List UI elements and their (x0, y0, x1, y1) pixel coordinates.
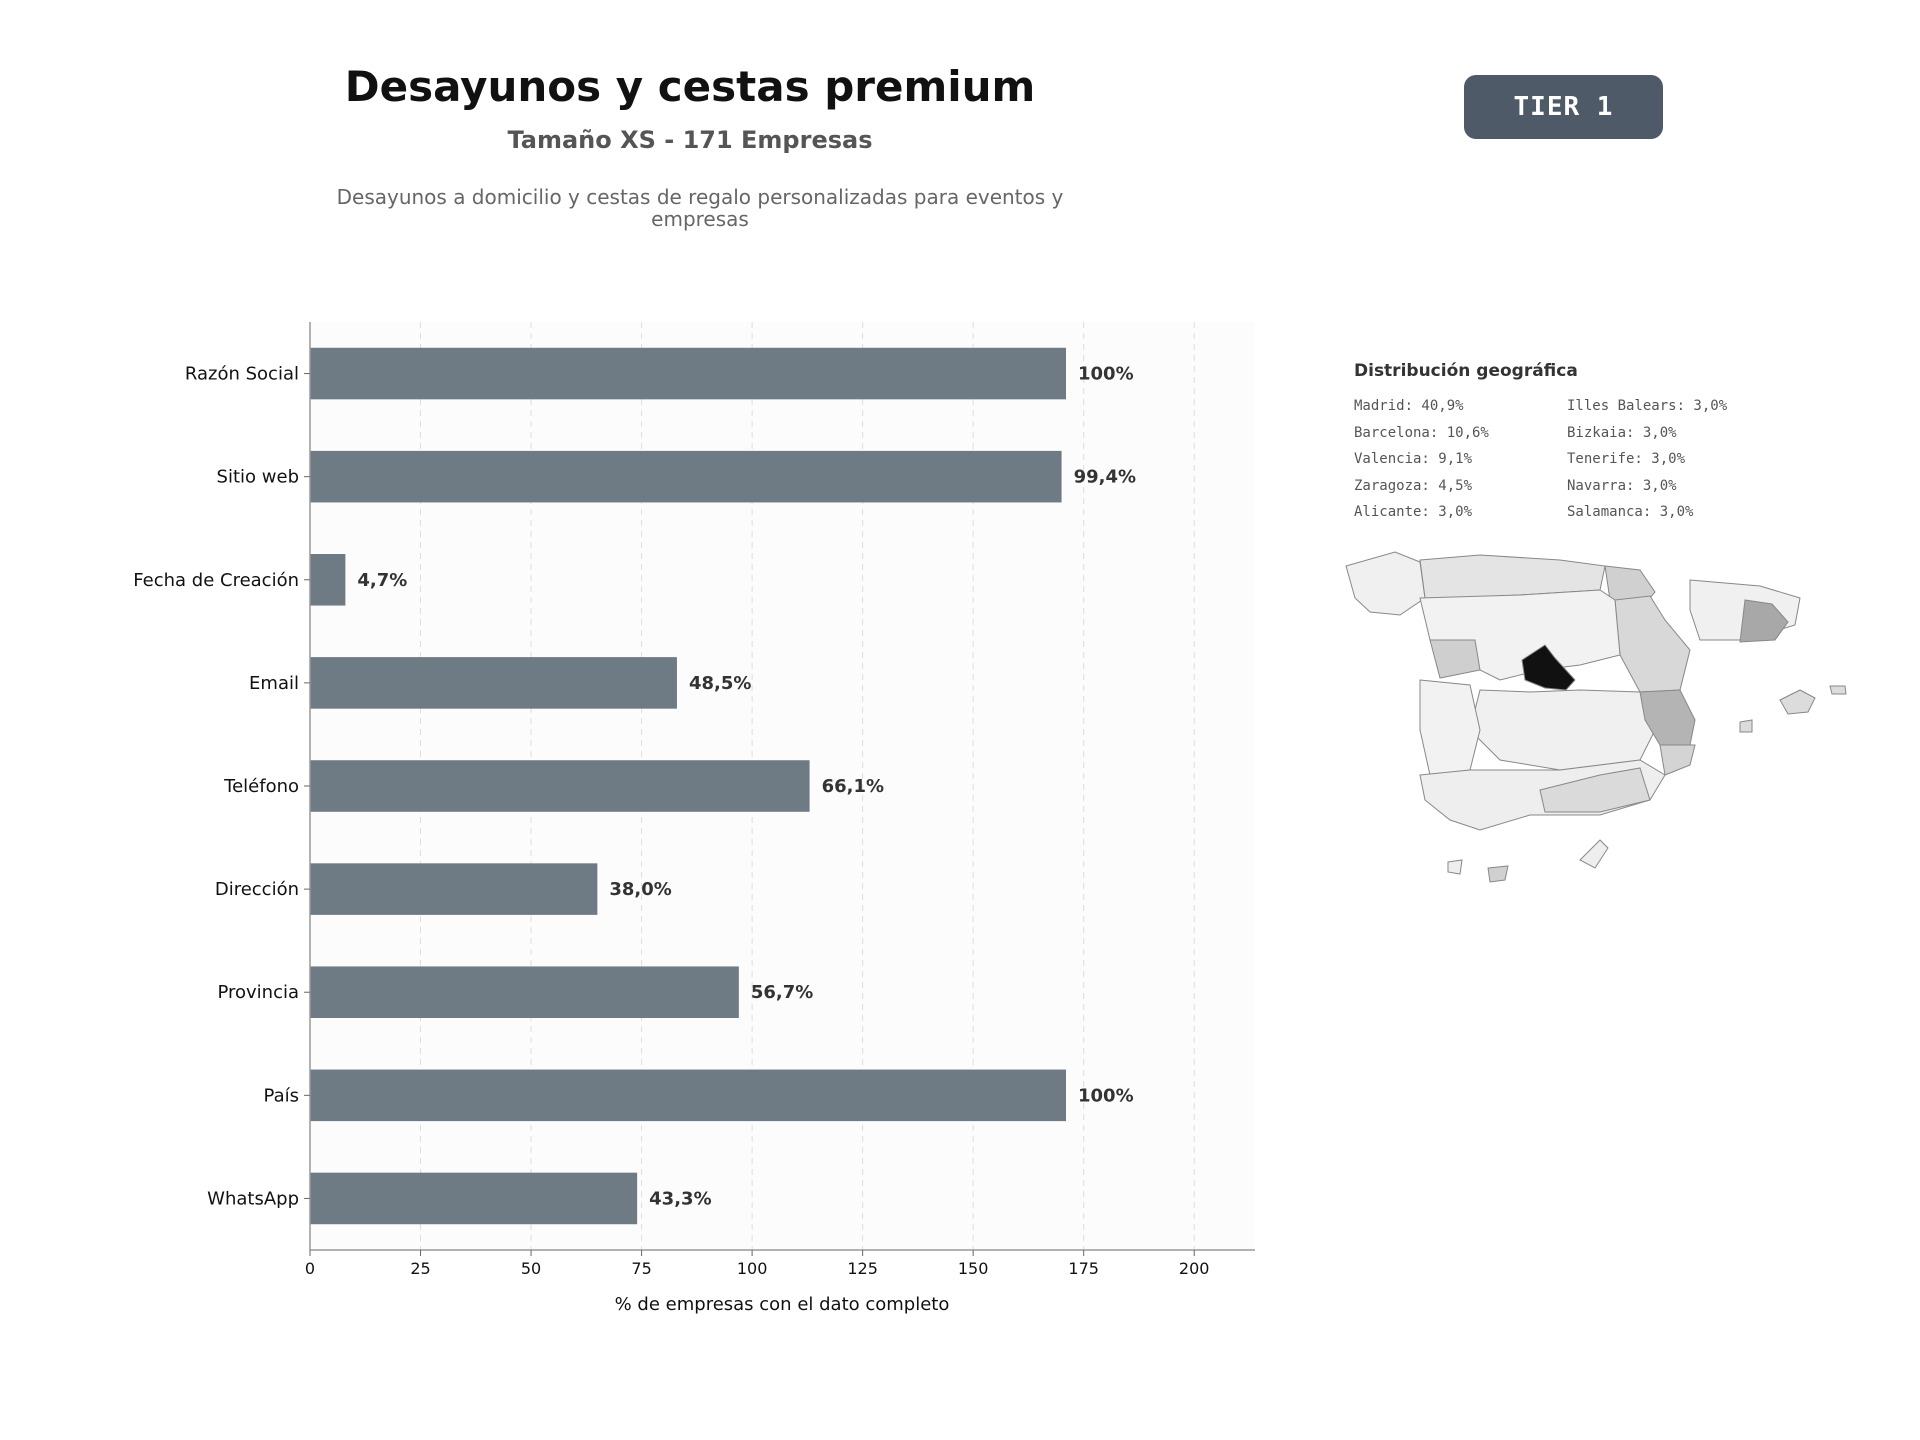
bar (310, 966, 739, 1018)
map-region-extremadura (1419, 679, 1481, 776)
bar (310, 554, 346, 606)
y-tick-label: Teléfono (223, 776, 299, 797)
map-region-balearic-ibiza (1739, 719, 1753, 733)
y-tick-label: Sitio web (217, 467, 299, 488)
map-region-galicia (1345, 551, 1426, 616)
bar-data-label: 100% (1078, 364, 1134, 385)
map-region-tenerife (1487, 865, 1509, 883)
y-tick-label: País (264, 1085, 299, 1106)
y-tick-labels: Razón Social Sitio web Fecha de Creación Em… (133, 364, 310, 1209)
bar-data-label: 56,7% (751, 982, 813, 1003)
map-region-barcelona (1739, 599, 1789, 643)
map-region-alicante (1659, 744, 1696, 776)
y-tick-label: WhatsApp (207, 1188, 299, 1209)
map-region-aragon (1614, 595, 1691, 693)
bar (310, 450, 1062, 503)
geo-item: Barcelona: 10,6% (1354, 424, 1489, 441)
bar-data-label: 43,3% (649, 1188, 711, 1209)
x-tick-label: 175 (1068, 1259, 1099, 1278)
map-region-balearic-mallorca (1779, 689, 1816, 715)
geo-item: Bizkaia: 3,0% (1567, 424, 1677, 441)
page-subtitle: Tamaño XS - 171 Empresas (507, 126, 873, 154)
x-tick-label: 0 (305, 1259, 315, 1278)
y-tick-label: Email (249, 673, 299, 694)
x-axis-label: % de empresas con el dato completo (615, 1294, 950, 1315)
geo-item: Illes Balears: 3,0% (1567, 398, 1728, 414)
geo-item: Alicante: 3,0% (1354, 504, 1473, 520)
map-region-balearic-menorca (1829, 685, 1847, 695)
bar (310, 347, 1066, 400)
map-region-canary-west (1447, 859, 1463, 875)
y-tick-label: Fecha de Creación (133, 570, 299, 591)
page-description: Desayunos a domicilio y cestas de regalo… (336, 185, 1064, 231)
bar-data-label: 48,5% (689, 673, 751, 694)
x-tick-label: 100 (737, 1259, 768, 1278)
y-tick-label: Dirección (215, 879, 299, 900)
map-regions (1345, 551, 1847, 883)
map-region-salamanca (1429, 639, 1481, 679)
x-tick-label: 50 (521, 1259, 541, 1278)
bar-data-label: 99,4% (1074, 467, 1136, 488)
spain-map (1345, 551, 1847, 883)
y-tick-label: Razón Social (185, 364, 299, 385)
bar-data-label: 100% (1078, 1085, 1134, 1106)
geo-item: Madrid: 40,9% (1354, 398, 1464, 414)
x-tick-label: 25 (410, 1259, 430, 1278)
bar (310, 760, 810, 812)
bar-data-label: 4,7% (357, 570, 407, 591)
x-tick-label: 125 (847, 1259, 878, 1278)
geo-item: Valencia: 9,1% (1354, 451, 1473, 467)
geo-item: Navarra: 3,0% (1567, 477, 1677, 494)
geo-item: Zaragoza: 4,5% (1354, 477, 1473, 494)
bar (310, 1069, 1066, 1122)
bar (310, 863, 598, 915)
x-tick-label: 75 (631, 1259, 651, 1278)
geo-title: Distribución geográfica (1354, 361, 1578, 381)
map-region-madrid (1521, 644, 1576, 691)
bar-data-label: 38,0% (609, 879, 671, 900)
x-tick-label: 150 (958, 1259, 989, 1278)
x-tick-label: 200 (1179, 1259, 1210, 1278)
x-ticks: 0 25 50 75 100 125 150 175 200 (305, 1250, 1210, 1278)
page-title: Desayunos y cestas premium (344, 62, 1036, 111)
bars: 100% 99,4% 4,7% 48,5% 66,1% 38,0% 56,7% 100% 43,… (310, 347, 1136, 1225)
map-region-andalusia-east (1539, 767, 1651, 813)
map-region-castilla-la-mancha (1469, 689, 1661, 771)
bar (310, 1172, 638, 1225)
bar (310, 657, 677, 709)
map-region-canary-east (1579, 839, 1609, 869)
geo-item: Salamanca: 3,0% (1567, 504, 1694, 520)
geo-item: Tenerife: 3,0% (1567, 451, 1686, 467)
y-tick-label: Provincia (217, 982, 299, 1003)
tier-badge: TIER 1 (1464, 75, 1663, 139)
bar-chart: 100% 99,4% 4,7% 48,5% 66,1% 38,0% 56,7% 100% 43,… (133, 322, 1255, 1315)
bar-data-label: 66,1% (822, 776, 884, 797)
